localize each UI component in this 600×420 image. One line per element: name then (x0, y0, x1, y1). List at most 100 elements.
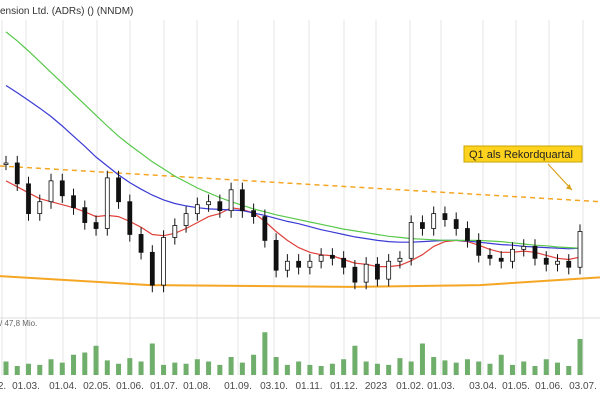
candle-body (273, 240, 279, 271)
candle-body (532, 245, 538, 259)
channel-lines (0, 165, 600, 288)
volume-bar (93, 345, 99, 375)
candle-body (555, 260, 560, 265)
candle-body (26, 183, 31, 215)
candle-body (127, 201, 133, 235)
x-tick-label: 01.03. (12, 381, 40, 392)
volume-bar (498, 354, 504, 375)
x-tick-label: 2. (0, 381, 6, 392)
volume-bar (397, 358, 403, 375)
grid-lines (0, 20, 600, 375)
x-tick-label: 02.05. (83, 381, 111, 392)
channel-bottom-line (0, 275, 600, 288)
volume-bar (374, 363, 380, 375)
volume-bar (554, 362, 560, 375)
volume-bar (577, 339, 583, 375)
candle-body (386, 260, 392, 280)
annotation-text: Q1 als Rekordquartal (469, 149, 573, 161)
volume-bar (521, 361, 527, 375)
candle-body (375, 263, 380, 280)
x-tick-label: 01.07. (150, 381, 178, 392)
candle-body (262, 216, 268, 241)
channel-top-line (0, 165, 600, 203)
candle-body (510, 248, 515, 262)
volume-bar (206, 361, 212, 375)
volume-bar (329, 363, 335, 375)
candle-body (476, 240, 482, 256)
volume-bar (386, 364, 392, 375)
volume-bar (352, 345, 358, 375)
candle-body (420, 222, 425, 229)
volume-bar (464, 359, 470, 375)
candle-body (442, 213, 448, 220)
annotation-box (463, 145, 583, 163)
candle-body (71, 195, 76, 209)
candle-body (206, 201, 211, 206)
candle-body (397, 257, 403, 262)
volume-bar (543, 359, 549, 375)
x-tick-label: 01.03. (427, 381, 455, 392)
volume-bar (318, 366, 324, 375)
candle-body (3, 162, 9, 165)
volume-bar (172, 362, 178, 375)
candle-body (251, 210, 257, 217)
ma-line-green (5, 31, 581, 249)
candle-body (487, 254, 493, 259)
volume-bar (566, 366, 572, 375)
annotation-arrow (547, 163, 573, 191)
volume-bar (307, 364, 313, 375)
volume-bar (419, 343, 425, 375)
x-tick-label: 03.04. (469, 381, 497, 392)
x-tick-label: 01.06. (535, 381, 563, 392)
volume-bar (82, 352, 88, 375)
candle-body (59, 180, 65, 197)
ma-line-blue (5, 84, 581, 250)
x-tick-label: 01.09. (224, 381, 252, 392)
volume-bar (273, 357, 279, 375)
volume-bar (251, 354, 257, 375)
candle-body (465, 228, 470, 241)
volume-bar (37, 364, 43, 375)
candle-body (352, 266, 358, 283)
x-tick-label: 03.10. (260, 381, 288, 392)
volume-bar (183, 363, 189, 375)
moving-averages (5, 31, 581, 268)
candle-body (363, 263, 369, 283)
candle-body (161, 237, 166, 286)
volume-bar (509, 364, 515, 375)
candle-body (37, 201, 43, 215)
volume-bar (284, 364, 290, 375)
volume-bar (116, 363, 122, 375)
volume-bar (14, 366, 20, 375)
x-tick-label: 01.02. (396, 381, 424, 392)
volume-bar (442, 360, 448, 375)
annotation-callout: Q1 als Rekordquartal (463, 145, 583, 191)
candle-body (172, 225, 178, 238)
volume-bar (217, 364, 223, 375)
volume-bar (161, 364, 167, 375)
volume-bar (532, 366, 538, 375)
candle-body (48, 180, 54, 203)
candle-body (149, 251, 155, 286)
volume-bar (408, 361, 414, 375)
candle-body (14, 162, 20, 185)
candle-body (104, 177, 110, 229)
candle-body (93, 222, 99, 229)
x-tick-label: 01.12. (330, 381, 358, 392)
x-tick-label: 01.11. (295, 381, 322, 392)
candle-body (543, 257, 549, 265)
volume-bar (453, 362, 459, 375)
candle-body (577, 231, 583, 268)
volume-bars (3, 332, 583, 375)
volume-bar (48, 359, 54, 375)
candle-body (341, 257, 347, 268)
candle-body (566, 260, 572, 268)
volume-bar (296, 361, 302, 375)
volume-bar (26, 363, 32, 375)
candle-body (228, 189, 234, 212)
candle-body (453, 219, 459, 229)
chart-title: ension Ltd. (ADRs) () (NNDM) (0, 6, 133, 17)
x-tick-label: 01.08. (183, 381, 211, 392)
